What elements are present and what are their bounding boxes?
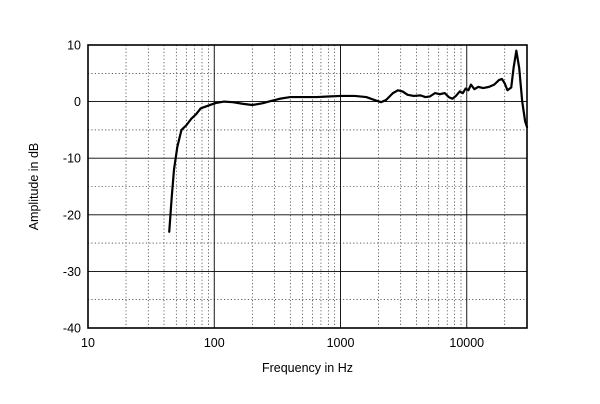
y-tick-label: 0 — [74, 95, 81, 109]
plot-frame — [87, 44, 528, 329]
x-axis-label: Frequency in Hz — [262, 361, 353, 375]
series-layer — [168, 49, 529, 233]
y-tick-label: -30 — [63, 265, 81, 279]
response-curve — [168, 49, 529, 233]
x-tick-label: 100 — [204, 336, 225, 350]
grid — [88, 45, 527, 328]
x-tick-label: 1000 — [327, 336, 355, 350]
x-tick-label: 10000 — [449, 336, 484, 350]
x-tick-label: 10 — [81, 336, 95, 350]
y-tick-label: -10 — [63, 152, 81, 166]
y-axis-label: Amplitude in dB — [27, 143, 41, 231]
y-tick-label: 10 — [67, 39, 81, 53]
y-tick-label: -20 — [63, 208, 81, 222]
y-tick-label: -40 — [63, 322, 81, 336]
